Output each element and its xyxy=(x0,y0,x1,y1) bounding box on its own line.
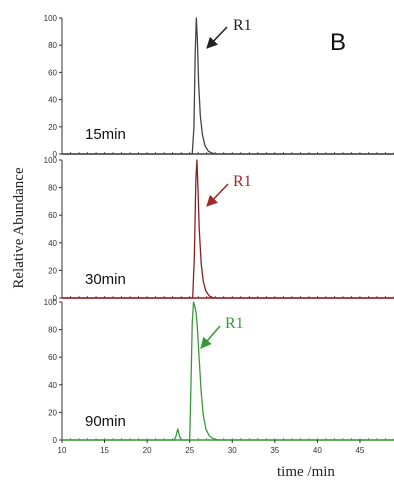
annotation-arrow xyxy=(206,183,229,207)
series-label: 15min xyxy=(85,126,126,143)
y-tick-label: 80 xyxy=(48,41,57,50)
panels-group: 0 20 40 60 80 100 15min R1 0 20 40 60 80 100 30min R1 0 2… xyxy=(44,14,394,455)
y-tick-label: 40 xyxy=(48,381,57,390)
y-tick-label: 60 xyxy=(48,353,57,362)
y-tick-label: 100 xyxy=(44,14,58,23)
y-axis-title: Relative Abundance xyxy=(11,167,27,289)
x-tick-label: 15 xyxy=(100,446,109,455)
series-label: 90min xyxy=(85,413,126,430)
x-tick-label: 45 xyxy=(355,446,364,455)
annotation-arrow xyxy=(206,26,228,49)
series-line xyxy=(62,301,394,441)
y-tick-label: 40 xyxy=(48,96,57,105)
y-tick-label: 80 xyxy=(48,184,57,193)
x-tick-label: 25 xyxy=(185,446,194,455)
y-tick-label: 40 xyxy=(48,239,57,248)
x-axis-title: time /min xyxy=(277,464,335,480)
y-tick-label: 20 xyxy=(48,408,57,417)
panel-label: B xyxy=(330,29,346,56)
y-tick-label: 100 xyxy=(44,156,58,165)
y-tick-label: 80 xyxy=(48,326,57,335)
series-line xyxy=(62,17,394,155)
x-tick-label: 20 xyxy=(143,446,152,455)
y-tick-label: 60 xyxy=(48,211,57,220)
x-tick-label: 10 xyxy=(58,446,67,455)
y-tick-label: 0 xyxy=(53,294,58,303)
x-tick-label: 40 xyxy=(313,446,322,455)
peak-annotation: R1 xyxy=(233,17,252,34)
y-tick-label: 0 xyxy=(53,150,58,159)
y-tick-label: 20 xyxy=(48,123,57,132)
y-tick-label: 20 xyxy=(48,266,57,275)
series-label: 30min xyxy=(85,271,126,288)
y-tick-label: 60 xyxy=(48,68,57,77)
annotation-arrow xyxy=(200,325,221,349)
y-tick-label: 0 xyxy=(53,436,58,445)
x-tick-label: 35 xyxy=(270,446,279,455)
x-tick-label: 30 xyxy=(228,446,237,455)
peak-annotation: R1 xyxy=(225,315,244,332)
peak-annotation: R1 xyxy=(233,173,252,190)
series-line xyxy=(62,159,394,299)
y-tick-label: 100 xyxy=(44,298,58,307)
